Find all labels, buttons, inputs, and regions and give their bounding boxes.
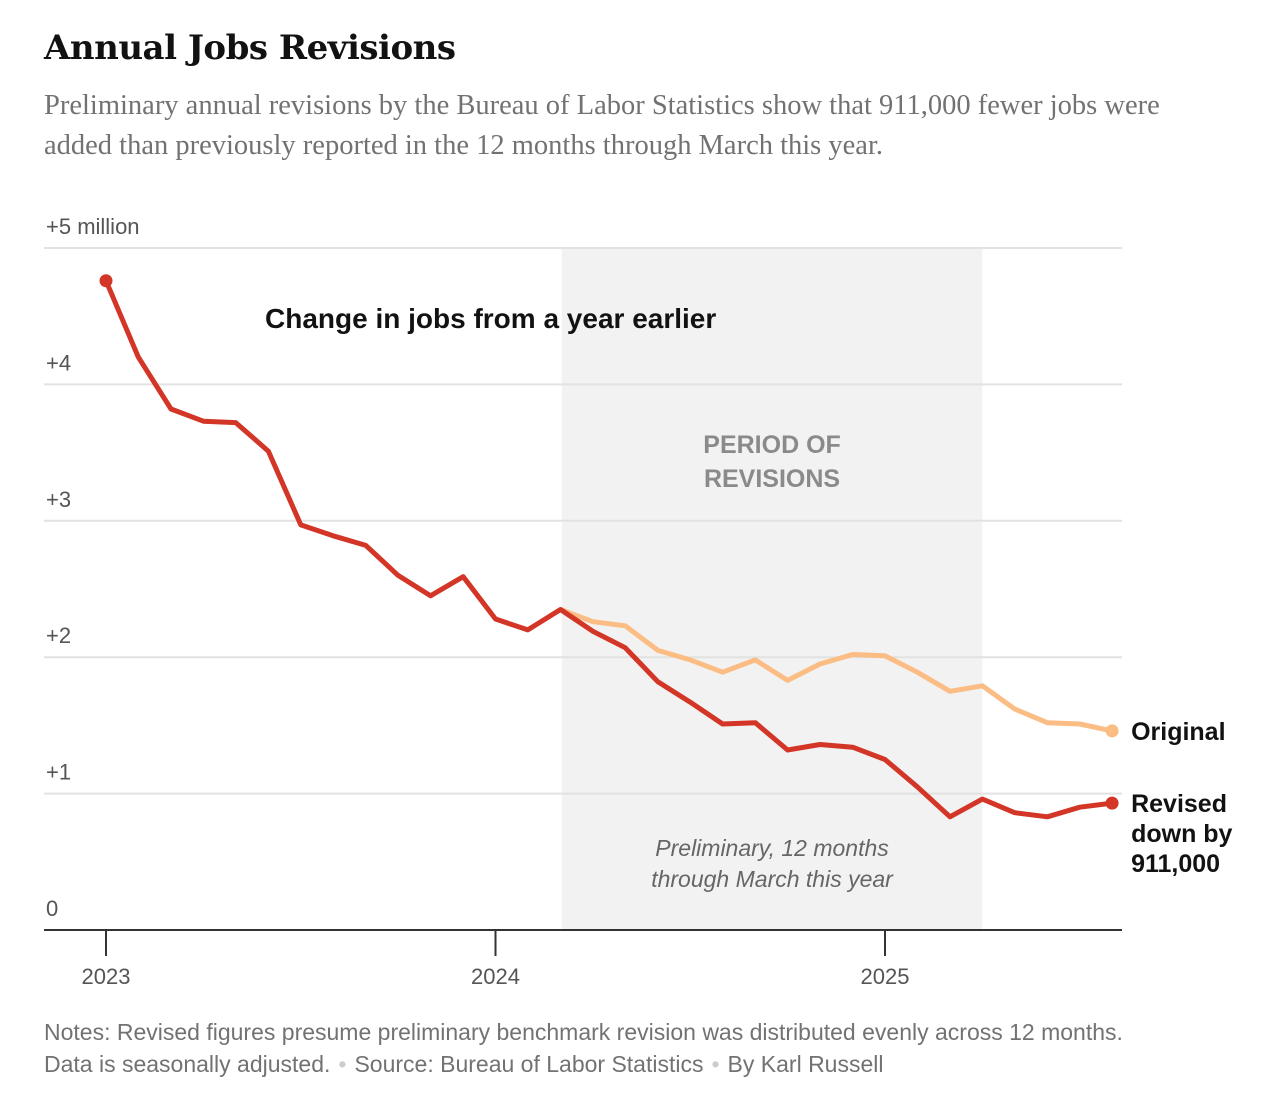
- x-tick-label: 2024: [471, 964, 520, 989]
- y-tick-label: 0: [46, 896, 58, 921]
- series-start-point-revised: [99, 274, 113, 288]
- series-layer: [99, 274, 1119, 820]
- chart-notes: Notes: Revised figures presume prelimina…: [44, 1016, 1244, 1080]
- notes-line2-row: Data is seasonally adjusted. • Source: Bur…: [44, 1048, 1244, 1080]
- line-chart: +5 million +4 +3 +2 +1 0 2023 2024 2025 Change …: [44, 214, 1233, 989]
- chart-subtitle: Preliminary annual revisions by the Bure…: [44, 90, 1160, 161]
- series-end-label-revised: down by: [1131, 820, 1232, 848]
- chart-inner-title: Change in jobs from a year earlier: [265, 303, 716, 334]
- notes-line2: Data is seasonally adjusted.: [44, 1051, 331, 1077]
- source-text: Source: Bureau of Labor Statistics: [354, 1051, 704, 1077]
- period-label-line2: REVISIONS: [704, 465, 840, 493]
- y-axis-labels: +5 million +4 +3 +2 +1 0: [46, 214, 140, 921]
- y-tick-label: +3: [46, 487, 71, 512]
- period-label-line1: PERIOD OF: [703, 431, 841, 459]
- series-end-label-revised: 911,000: [1131, 850, 1220, 878]
- preliminary-note-line1: Preliminary, 12 months: [655, 835, 889, 861]
- revision-period-shading: [561, 248, 983, 930]
- separator-dot-icon: •: [338, 1051, 347, 1077]
- series-end-point-revised: [1105, 796, 1119, 810]
- series-end-point-original: [1105, 724, 1119, 738]
- preliminary-note-line2: through March this year: [651, 866, 894, 892]
- gridlines: [44, 247, 1122, 795]
- x-tick-label: 2025: [861, 964, 910, 989]
- y-tick-label: +1: [46, 760, 71, 785]
- notes-line1: Notes: Revised figures presume prelimina…: [44, 1019, 1123, 1045]
- series-end-label-revised: Revised: [1131, 790, 1227, 818]
- y-tick-label: +4: [46, 350, 71, 375]
- x-tick-label: 2023: [82, 964, 131, 989]
- y-tick-label: +5 million: [46, 214, 140, 239]
- x-axis-ticks: 2023 2024 2025: [82, 930, 910, 989]
- series-line-original: [558, 607, 1115, 734]
- series-line-revised: [103, 278, 1115, 820]
- chart-title: Annual Jobs Revisions: [44, 28, 456, 68]
- separator-dot-icon: •: [711, 1051, 720, 1077]
- series-end-label-original: Original: [1131, 718, 1225, 746]
- byline-text: By Karl Russell: [727, 1051, 884, 1077]
- y-tick-label: +2: [46, 623, 71, 648]
